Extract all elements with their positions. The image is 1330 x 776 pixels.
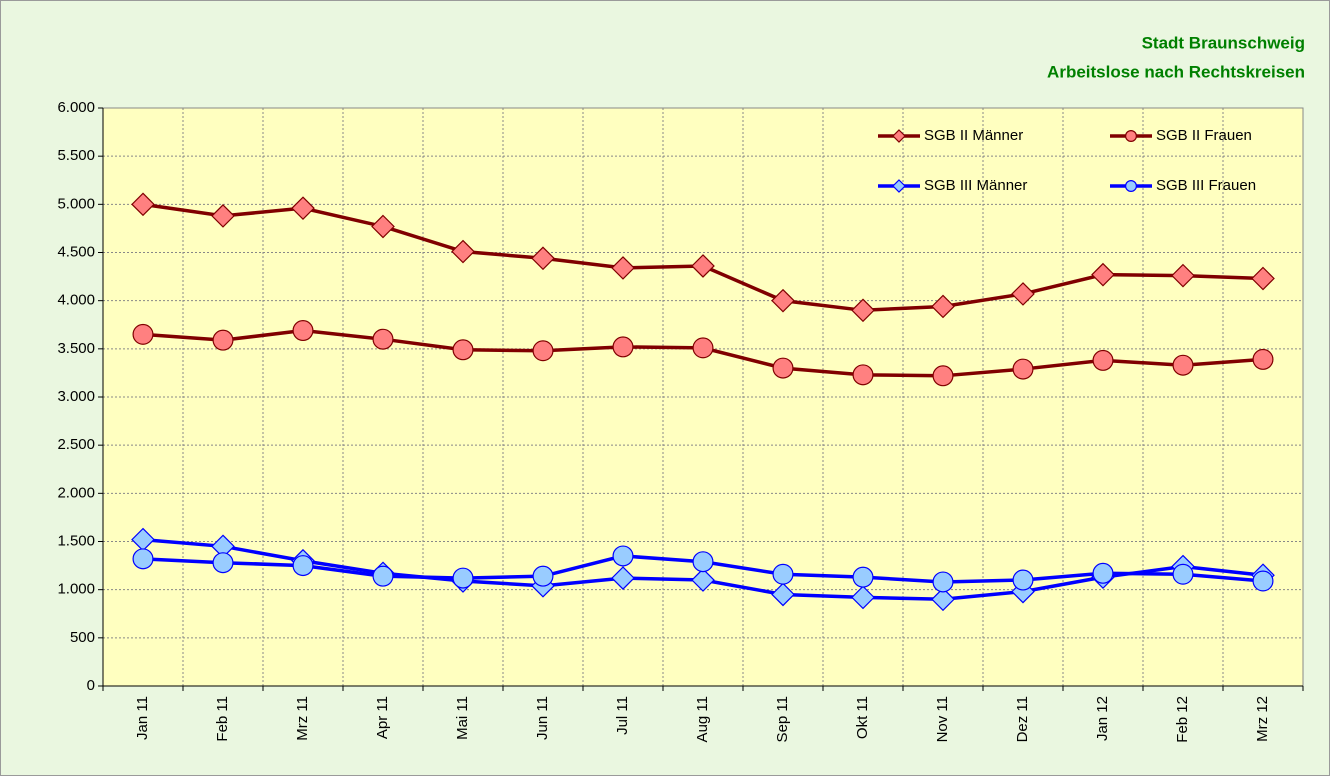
x-tick-label: Mrz 11 bbox=[294, 696, 311, 741]
y-tick-label: 3.500 bbox=[57, 340, 95, 357]
data-point bbox=[372, 565, 394, 587]
y-tick-label: 1.000 bbox=[57, 581, 95, 598]
chart-subtitle: Arbeitslose nach Rechtskreisen bbox=[1047, 62, 1305, 81]
data-point bbox=[452, 339, 474, 361]
data-point bbox=[1092, 562, 1114, 584]
data-point bbox=[852, 364, 874, 386]
data-point bbox=[212, 552, 234, 574]
y-tick-label: 1.500 bbox=[57, 532, 95, 549]
data-point bbox=[611, 256, 635, 280]
x-tick-label: Apr 11 bbox=[374, 696, 391, 739]
data-point bbox=[931, 294, 955, 319]
y-tick-label: 0 bbox=[87, 677, 95, 694]
x-tick-label: Jan 12 bbox=[1094, 696, 1111, 741]
data-point bbox=[1252, 570, 1274, 592]
legend-marker bbox=[892, 179, 906, 193]
data-point bbox=[371, 214, 395, 239]
x-tick-label: Aug 11 bbox=[694, 696, 711, 742]
data-point bbox=[852, 566, 874, 588]
data-point bbox=[531, 246, 555, 271]
data-point bbox=[1251, 266, 1275, 291]
y-tick-label: 6.000 bbox=[57, 99, 95, 116]
x-tick-label: Jul 11 bbox=[614, 696, 631, 735]
data-point bbox=[211, 204, 235, 228]
data-point bbox=[851, 585, 875, 610]
data-point bbox=[771, 288, 795, 313]
data-point bbox=[771, 582, 795, 607]
x-tick-label: Jun 11 bbox=[534, 696, 551, 740]
data-point bbox=[1172, 563, 1194, 585]
y-tick-label: 2.500 bbox=[57, 436, 95, 453]
legend-marker bbox=[1124, 130, 1137, 143]
chart-title: Stadt Braunschweig bbox=[1142, 33, 1305, 52]
data-point bbox=[1011, 282, 1035, 306]
legend-label: SGB III Männer bbox=[924, 177, 1027, 194]
x-tick-label: Okt 11 bbox=[854, 696, 871, 739]
data-point bbox=[692, 551, 714, 573]
x-tick-label: Feb 12 bbox=[1174, 696, 1191, 743]
legend-label: SGB III Frauen bbox=[1156, 177, 1256, 194]
data-point bbox=[1092, 349, 1114, 371]
x-tick-label: Mai 11 bbox=[454, 696, 471, 740]
data-point bbox=[212, 329, 234, 351]
data-point bbox=[532, 340, 554, 362]
data-point bbox=[612, 336, 634, 358]
y-tick-label: 2.000 bbox=[57, 484, 95, 501]
x-tick-label: Jan 11 bbox=[134, 696, 151, 740]
data-point bbox=[772, 563, 794, 585]
data-point bbox=[691, 568, 715, 592]
legend-marker bbox=[1124, 180, 1137, 193]
data-point bbox=[132, 323, 154, 345]
data-point bbox=[291, 196, 315, 221]
data-point bbox=[1012, 569, 1034, 591]
legend-label: SGB II Frauen bbox=[1156, 127, 1252, 144]
legend-marker bbox=[892, 129, 906, 143]
data-point bbox=[931, 587, 955, 612]
y-tick-label: 3.000 bbox=[57, 388, 95, 405]
data-point bbox=[691, 254, 715, 278]
data-point bbox=[131, 192, 155, 217]
data-point bbox=[932, 365, 954, 387]
x-tick-label: Dez 11 bbox=[1014, 696, 1031, 742]
data-point bbox=[1011, 579, 1035, 604]
data-point bbox=[292, 320, 314, 342]
x-tick-label: Sep 11 bbox=[774, 696, 791, 742]
data-point bbox=[851, 298, 875, 323]
x-tick-label: Feb 11 bbox=[214, 696, 231, 742]
legend-label: SGB II Männer bbox=[924, 127, 1023, 144]
data-point bbox=[692, 337, 714, 359]
data-point bbox=[372, 328, 394, 350]
y-tick-label: 5.000 bbox=[57, 195, 95, 212]
data-point bbox=[1252, 348, 1274, 370]
data-point bbox=[452, 567, 474, 589]
data-point bbox=[132, 548, 154, 570]
x-tick-label: Nov 11 bbox=[934, 696, 951, 742]
data-point bbox=[1171, 263, 1195, 288]
data-point bbox=[451, 239, 475, 264]
data-point bbox=[612, 545, 634, 567]
data-point bbox=[1172, 354, 1194, 376]
data-point bbox=[532, 565, 554, 587]
data-point bbox=[1012, 358, 1034, 380]
y-tick-label: 4.000 bbox=[57, 292, 95, 309]
data-point bbox=[1091, 262, 1115, 287]
data-point bbox=[611, 566, 635, 590]
x-tick-label: Mrz 12 bbox=[1254, 696, 1271, 742]
y-tick-label: 5.500 bbox=[57, 147, 95, 164]
y-tick-label: 500 bbox=[70, 629, 95, 646]
y-tick-label: 4.500 bbox=[57, 243, 95, 260]
data-point bbox=[772, 357, 794, 379]
data-point bbox=[932, 571, 954, 593]
data-point bbox=[292, 555, 314, 577]
